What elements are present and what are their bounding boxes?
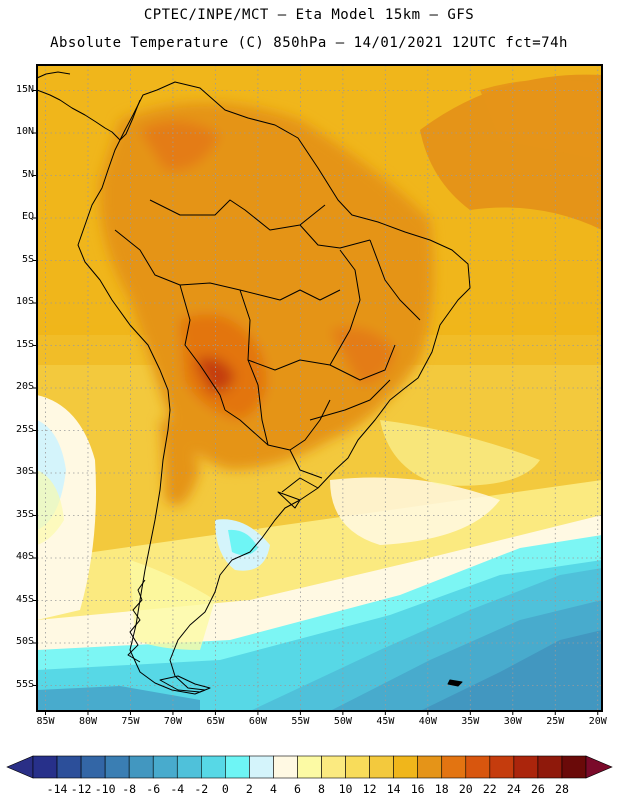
temperature-field — [37, 65, 602, 711]
lat-label: 55S — [15, 678, 34, 690]
lat-label: 10N — [15, 126, 34, 137]
lat-label: EQ — [21, 211, 34, 222]
colorbar-swatch — [104, 755, 130, 779]
colorbar-swatch — [297, 755, 322, 779]
lon-label: 20W — [588, 716, 607, 727]
colorbar-label: -6 — [146, 782, 161, 796]
lon-label: 65W — [206, 716, 225, 727]
colorbar-swatch — [345, 755, 370, 779]
lat-label: 45S — [15, 593, 34, 605]
lat-label: 25S — [15, 423, 34, 435]
lon-label: 30W — [503, 716, 522, 727]
lat-label: 50S — [15, 636, 34, 647]
colorbar-swatch — [273, 755, 298, 779]
colorbar-label: 16 — [410, 782, 425, 796]
colorbar-label: -10 — [94, 782, 116, 796]
colorbar-label: -4 — [170, 782, 185, 796]
lon-label: 25W — [546, 716, 565, 727]
chart-title-line-1: CPTEC/INPE/MCT — Eta Model 15km — GFS — [143, 7, 475, 23]
lat-label: 30S — [15, 466, 34, 477]
lat-label: 20S — [15, 381, 34, 392]
colorbar-label: 0 — [221, 782, 229, 796]
colorbar-swatch — [537, 755, 563, 779]
colorbar-label: 4 — [269, 782, 277, 796]
lon-label: 50W — [333, 716, 352, 727]
lat-label: 35S — [15, 508, 34, 520]
colorbar-label: 8 — [318, 782, 325, 796]
lon-label: 60W — [248, 716, 267, 727]
colorbar-swatch — [465, 755, 491, 779]
colorbar-label: 10 — [338, 782, 353, 796]
colorbar-swatch — [176, 755, 202, 779]
colorbar-swatch — [393, 755, 418, 779]
colorbar-swatch — [321, 755, 346, 779]
colorbar-label: -12 — [70, 782, 92, 796]
lat-label: 10S — [15, 296, 34, 307]
colorbar-swatch — [152, 755, 178, 779]
colorbar-label: 20 — [458, 782, 473, 796]
colorbar-swatch — [417, 755, 443, 779]
lon-label: 75W — [121, 716, 140, 727]
lon-label: 40W — [418, 716, 437, 727]
lon-label: 45W — [376, 716, 395, 727]
colorbar-swatch — [441, 755, 467, 779]
lat-label: 5N — [21, 168, 34, 180]
colorbar-label: 18 — [434, 782, 449, 796]
colorbar-label: 6 — [294, 782, 301, 796]
lon-label: 55W — [291, 716, 310, 727]
colorbar-label: 2 — [245, 782, 253, 796]
map-ticks — [33, 90, 599, 715]
lon-label: 35W — [461, 716, 480, 727]
colorbar-label: -8 — [122, 782, 137, 796]
colorbar-label: -2 — [194, 782, 209, 796]
colorbar-label: 14 — [386, 782, 401, 796]
colorbar-swatch — [32, 755, 58, 779]
colorbar-label: 26 — [530, 782, 545, 796]
lat-label: 40S — [15, 551, 34, 562]
lon-label: 85W — [36, 716, 55, 727]
colorbar-label: 12 — [362, 782, 377, 796]
colorbar-label: -14 — [46, 782, 68, 796]
lon-label: 80W — [78, 716, 97, 727]
lon-label: 70W — [163, 716, 182, 727]
colorbar-swatch — [369, 755, 394, 779]
colorbar-swatch — [56, 755, 82, 779]
colorbar-swatch — [201, 755, 226, 779]
colorbar-swatch — [561, 755, 587, 779]
colorbar-swatch — [225, 755, 250, 779]
colorbar-swatch — [128, 755, 154, 779]
colorbar-swatch — [249, 755, 274, 779]
colorbar-label: 22 — [482, 782, 497, 796]
lat-label: 5S — [21, 253, 34, 265]
colorbar — [6, 755, 613, 779]
colorbar-min-arrow — [6, 755, 34, 779]
lat-label: 15S — [15, 338, 34, 350]
colorbar-swatch — [80, 755, 106, 779]
colorbar-swatch — [513, 755, 539, 779]
coastlines-and-borders — [36, 71, 471, 695]
colorbar-label: 28 — [555, 782, 569, 796]
colorbar-max-arrow — [585, 755, 613, 779]
lat-label: 15N — [15, 83, 34, 95]
colorbar-label: 24 — [506, 782, 521, 796]
colorbar-swatch — [489, 755, 515, 779]
chart-title-line-2: Absolute Temperature (C) 850hPa — 14/01/… — [50, 35, 568, 51]
